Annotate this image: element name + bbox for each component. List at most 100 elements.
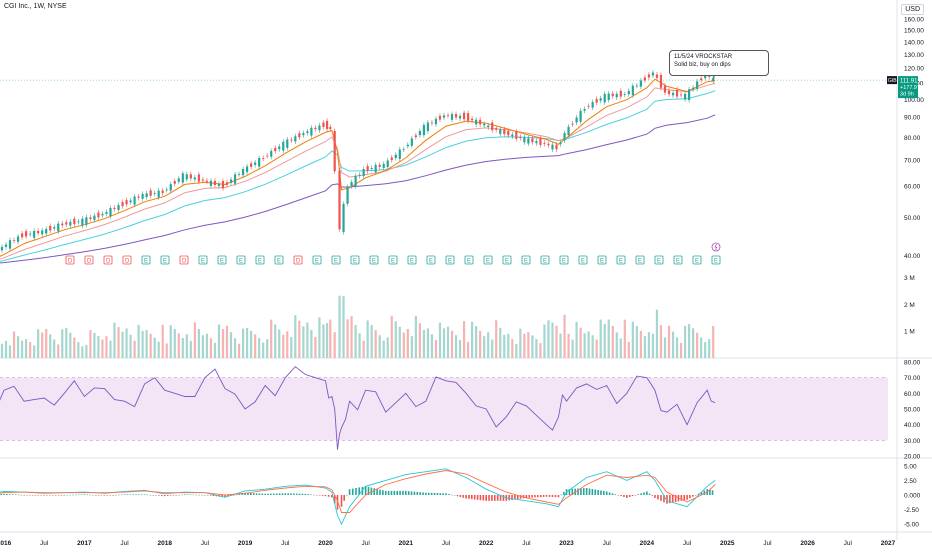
volume-bar: [270, 319, 273, 358]
price-candle: [29, 233, 32, 235]
volume-bar: [61, 329, 64, 358]
earnings-marker-label: E: [619, 259, 623, 265]
earnings-marker-label: E: [676, 259, 680, 265]
macd-histogram-bar: [95, 495, 97, 496]
price-candle: [491, 122, 494, 131]
macd-histogram-bar: [502, 495, 505, 501]
volume-bar: [350, 316, 353, 358]
price-candle: [181, 173, 184, 183]
price-candle: [511, 134, 514, 137]
earnings-marker-label: E: [695, 259, 699, 265]
volume-bar: [663, 337, 667, 358]
time-axis-tick: Jul: [603, 540, 612, 547]
macd-histogram-bar: [462, 495, 465, 498]
macd-histogram-bar: [103, 495, 106, 496]
macd-histogram-bar: [465, 495, 467, 499]
earnings-marker-label: E: [524, 259, 528, 265]
price-candle: [270, 150, 273, 157]
macd-histogram-bar: [250, 493, 252, 495]
macd-histogram-bar: [23, 495, 25, 496]
macd-histogram-bar: [491, 495, 493, 501]
price-candle: [137, 196, 140, 198]
price-candle: [523, 137, 526, 143]
time-axis-tick: Jul: [844, 540, 853, 547]
macd-histogram-bar: [135, 494, 137, 495]
price-candle: [262, 157, 265, 159]
price-candle: [145, 193, 148, 198]
ema-long-line: [0, 90, 716, 262]
macd-histogram-bar: [660, 495, 662, 501]
currency-button[interactable]: USD: [901, 4, 924, 15]
price-candle: [362, 169, 365, 176]
earnings-marker: [179, 255, 189, 265]
price-candle: [16, 236, 20, 242]
earnings-marker: [160, 255, 170, 265]
macd-histogram-bar: [413, 491, 416, 495]
volume-bar: [225, 325, 229, 358]
macd-axis-tick: 5.00: [904, 463, 917, 470]
volume-axis-tick: 3 M: [904, 275, 915, 282]
macd-histogram-bar: [204, 495, 206, 496]
price-candle: [483, 123, 486, 126]
macd-histogram-bar: [436, 493, 439, 495]
price-candle: [559, 142, 562, 145]
price-candle: [700, 78, 703, 81]
earnings-marker-label: E: [163, 259, 167, 265]
macd-histogram-bar: [591, 489, 594, 495]
macd-histogram-bar: [301, 493, 304, 495]
volume-bar: [97, 335, 100, 358]
volume-bar: [446, 326, 450, 358]
price-candle: [704, 73, 707, 79]
macd-histogram-bar: [307, 494, 310, 495]
price-candle: [535, 140, 538, 144]
macd-histogram-bar: [158, 495, 160, 496]
price-candle: [563, 133, 566, 141]
macd-histogram-bar: [603, 491, 605, 495]
price-axis-tick: 150.00: [904, 28, 924, 35]
volume-bar: [479, 330, 482, 358]
volume-bar: [519, 328, 522, 358]
ema-mid-line: [0, 82, 716, 260]
price-candle: [479, 119, 482, 125]
macd-histogram-bar: [539, 495, 542, 498]
volume-bar: [4, 340, 8, 358]
volume-bar: [57, 344, 60, 358]
macd-histogram-bar: [402, 490, 404, 495]
time-axis-tick: Jul: [442, 540, 451, 547]
price-candle: [286, 139, 289, 148]
price-candle: [571, 123, 574, 125]
earnings-marker: [84, 255, 94, 265]
macd-histogram-bar: [298, 493, 301, 495]
price-candle: [623, 94, 626, 96]
macd-histogram-bar: [17, 494, 20, 496]
time-axis-tick: 2024: [640, 540, 655, 547]
annotation-callout[interactable]: 11/5/24 VROCKSTAR Solid biz, buy on dips: [669, 50, 769, 76]
volume-bar: [607, 319, 610, 358]
macd-histogram-bar: [336, 495, 339, 510]
volume-bar: [430, 334, 434, 358]
rsi-axis-tick: 60.00: [904, 391, 921, 398]
price-candle: [583, 108, 586, 111]
volume-bar: [310, 329, 313, 358]
price-candle: [507, 131, 510, 136]
volume-bar: [559, 333, 562, 358]
price-candle: [366, 165, 369, 172]
rsi-band: [0, 377, 888, 441]
macd-histogram-bar: [669, 495, 671, 504]
earnings-marker: [673, 255, 683, 265]
macd-histogram-bar: [115, 494, 117, 496]
price-candle: [454, 114, 458, 118]
macd-histogram-bar: [166, 495, 169, 496]
volume-bar: [294, 315, 297, 358]
macd-histogram-bar: [126, 494, 129, 495]
volume-bar: [137, 324, 140, 358]
macd-histogram-bar: [459, 495, 462, 497]
macd-histogram-bar: [709, 489, 711, 495]
macd-histogram-bar: [531, 495, 533, 498]
price-candle: [346, 187, 349, 204]
volume-bar: [603, 323, 606, 358]
macd-histogram-bar: [40, 495, 43, 496]
volume-bar: [89, 330, 92, 358]
